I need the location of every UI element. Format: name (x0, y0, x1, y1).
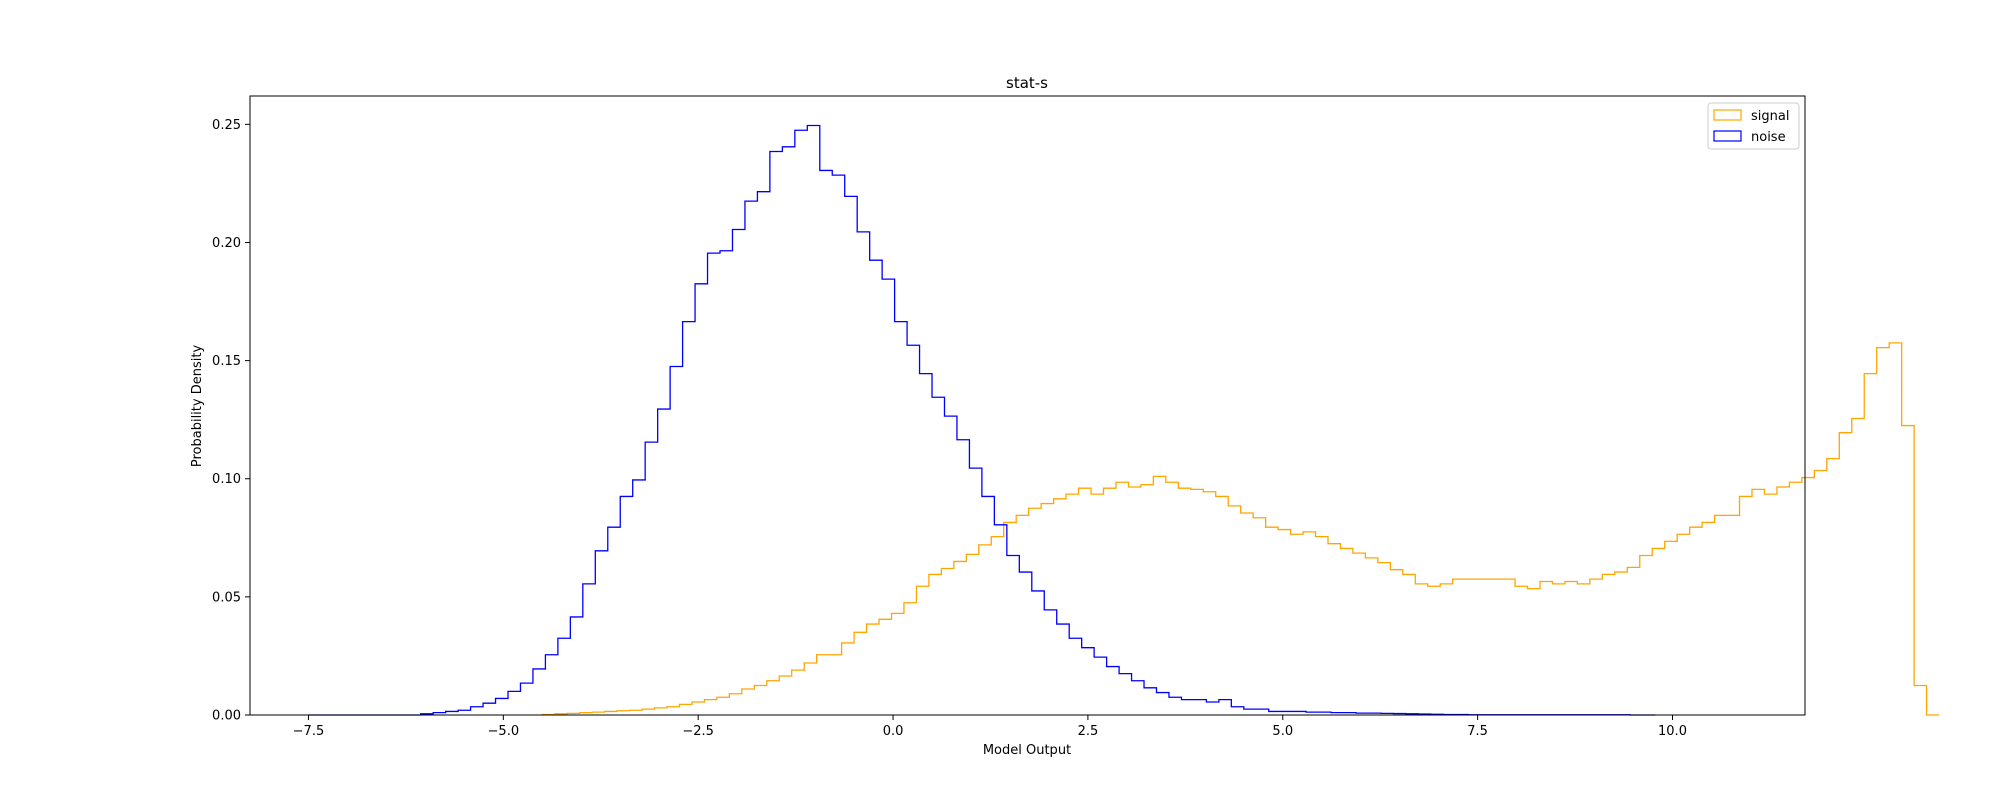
legend-label-signal: signal (1751, 109, 1789, 124)
series-signal (541, 342, 1940, 716)
legend-swatch-signal (1713, 109, 1742, 121)
x-tick-label: 5.0 (1272, 724, 1293, 739)
y-tick-label: 0.20 (212, 236, 241, 251)
series-noise (308, 124, 1656, 716)
legend-label-noise: noise (1751, 130, 1786, 145)
x-axis-ticks: −7.5 −5.0 −2.5 0.0 2.5 5.0 7.5 10.0 (293, 715, 1687, 739)
x-tick-label: −7.5 (293, 724, 325, 739)
x-tick-label: 7.5 (1467, 724, 1488, 739)
legend-swatch-noise (1713, 130, 1742, 142)
y-tick-label: 0.25 (212, 118, 241, 133)
x-tick-label: −5.0 (488, 724, 520, 739)
plot-frame (249, 95, 1806, 716)
y-tick-label: 0.15 (212, 354, 241, 369)
x-tick-label: 10.0 (1658, 724, 1687, 739)
x-tick-label: 0.0 (883, 724, 904, 739)
y-tick-label: 0.05 (212, 590, 241, 605)
series-layer (308, 124, 1940, 716)
chart-title: stat-s (1006, 74, 1048, 92)
y-tick-label: 0.10 (212, 472, 241, 487)
x-tick-label: 2.5 (1078, 724, 1099, 739)
x-tick-label: −2.5 (682, 724, 714, 739)
legend: signal noise (1707, 102, 1800, 150)
y-tick-label: 0.00 (212, 709, 241, 724)
legend-box (1707, 102, 1800, 150)
y-axis-ticks: 0.00 0.05 0.10 0.15 0.20 0.25 (212, 118, 250, 724)
x-axis-label: Model Output (983, 743, 1071, 758)
y-axis-label: Probability Density (190, 345, 205, 468)
